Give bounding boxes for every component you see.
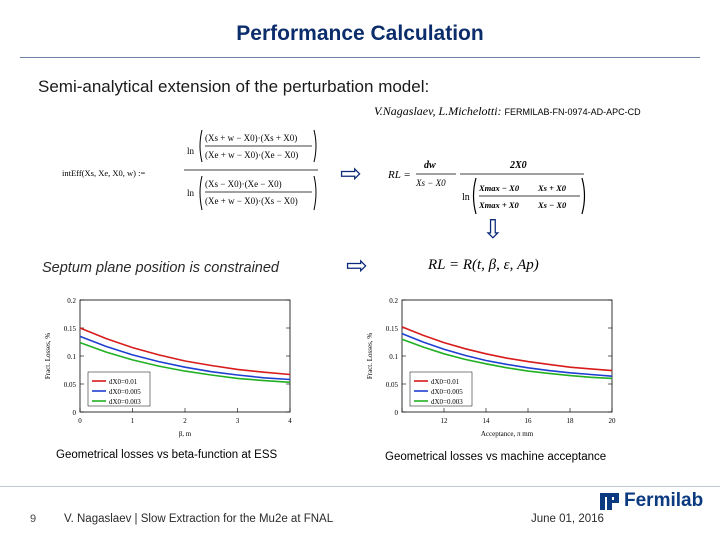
x-axis-label: Acceptance, π mm [481,430,534,438]
subtitle: Semi-analytical extension of the perturb… [38,77,430,96]
bracket-right-top [313,129,317,163]
citation: V.Nagaslaev, L.Michelotti: FERMILAB-FN-0… [374,104,641,119]
formula-ln: ln [462,192,470,203]
chart-losses-vs-acceptance: 0 0.05 0.1 0.15 0.2 12 14 16 18 20 Acceptance, π m… [366,297,617,438]
formula-xs-x0: Xs − X0 [415,178,446,188]
y-tick-label: 0.15 [386,325,399,333]
rl-bracket-left [472,177,477,215]
formula-int-eff: intEff(Xs, Xe, X0, w) := ln ln (Xs + w −… [62,124,324,216]
formula-2x0: 2X0 [509,160,527,171]
formula-xmax-minus: Xmax − X0 [478,183,520,193]
formula-ln-top: ln [187,146,195,156]
formula-num-top: (Xs + w − X0)·(Xs + X0) [205,133,297,143]
x-tick-label: 14 [483,417,491,425]
fermilab-logo-icon [600,493,619,510]
page-title: Performance Calculation [236,22,484,45]
x-tick-label: 18 [567,417,575,425]
formula-xs-plus: Xs + X0 [537,183,567,193]
footer-date: June 01, 2016 [531,513,604,525]
x-tick-label: 0 [78,417,82,425]
footer-divider [0,486,720,487]
formula-rl-lhs: RL = [388,169,411,181]
formula-rl-function: RL = R(t, β, ε, Ap) [428,257,539,273]
series-line-2 [401,332,613,377]
formula-ln-bottom: ln [187,188,195,198]
bracket-left-bottom [199,175,203,211]
x-tick-label: 4 [288,417,292,425]
fermilab-logo-text: Fermilab [624,490,704,511]
series-line-2 [79,335,291,381]
formula-xmax-plus: Xmax + X0 [478,200,520,210]
septum-statement: Septum plane position is constrained [42,260,279,276]
y-tick-label: 0.05 [64,381,77,389]
y-axis-label: Fract. Losses, % [44,333,52,379]
rl-bracket-right [581,177,586,215]
y-tick-label: 0 [73,409,77,417]
title-divider [20,57,700,58]
x-tick-label: 1 [131,417,135,425]
series-line-3 [79,341,291,384]
x-tick-label: 20 [609,417,617,425]
caption-left: Geometrical losses vs beta-function at E… [56,449,278,461]
y-axis-label: Fract. Losses, % [366,333,374,379]
arrow-right-icon: ⇨ [340,158,362,188]
formula-den-bottom: (Xe + w − X0)·(Xs − X0) [205,196,298,206]
y-tick-label: 0.05 [386,381,399,389]
y-tick-label: 0.1 [67,353,76,361]
legend-label: dX0=0.01 [431,378,460,386]
arrow-right-icon-2: ⇨ [346,250,368,280]
legend-label: dX0=0.005 [109,388,141,396]
formula-xs-minus: Xs − X0 [537,200,567,210]
chart-losses-vs-beta: 0 0.05 0.1 0.15 0.2 0 1 2 3 4 β, m Fract. Losses, %… [44,297,292,438]
bracket-right-bottom [313,175,317,211]
series-line-1 [401,326,613,372]
formula-den-top: (Xs − X0)·(Xe − X0) [205,179,282,189]
legend-label: dX0=0.005 [431,388,463,396]
series-line-3 [401,338,613,380]
arrow-down-icon: ⇩ [482,214,504,244]
formula-dw: dw [424,160,436,171]
caption-right: Geometrical losses vs machine acceptance [385,451,607,463]
formula-losses: RL = dw Xs − X0 2X0 ln Xmax − X0 Xs + X0… [388,150,588,218]
x-tick-label: 12 [441,417,449,425]
citation-authors: V.Nagaslaev, L.Michelotti: [374,104,505,118]
legend-label: dX0=0.003 [431,398,463,406]
series-line-1 [79,327,291,376]
x-axis-label: β, m [179,430,192,438]
x-tick-label: 3 [236,417,240,425]
page-number: 9 [30,513,37,525]
y-tick-label: 0.1 [389,353,398,361]
y-tick-label: 0.2 [389,297,398,305]
bracket-left-top [199,129,203,163]
y-tick-label: 0 [395,409,399,417]
legend-label: dX0=0.01 [109,378,138,386]
x-tick-label: 2 [183,417,187,425]
citation-reference: FERMILAB-FN-0974-AD-APC-CD [504,107,641,117]
x-tick-label: 16 [525,417,533,425]
fermilab-logo: Fermilab [598,490,703,512]
y-tick-label: 0.15 [64,325,77,333]
footer-text: V. Nagaslaev | Slow Extraction for the M… [64,513,334,525]
formula-num-bottom: (Xe + w − X0)·(Xe − X0) [205,150,298,160]
formula-lhs: intEff(Xs, Xe, X0, w) := [62,168,145,178]
y-tick-label: 0.2 [67,297,76,305]
legend-label: dX0=0.003 [109,398,141,406]
